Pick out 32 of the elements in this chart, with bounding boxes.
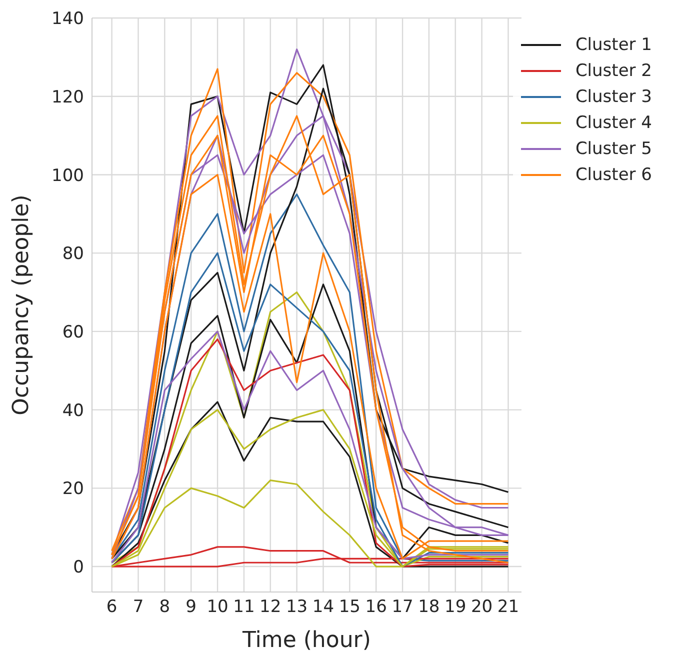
legend-label: Cluster 5 (575, 139, 652, 159)
x-tick-label: 6 (106, 597, 118, 618)
x-tick-label: 21 (497, 597, 520, 618)
legend-label: Cluster 4 (575, 113, 652, 133)
x-tick-label: 8 (159, 597, 170, 618)
x-tick-label: 11 (233, 597, 255, 618)
x-tick-label: 13 (286, 597, 308, 618)
y-tick-label: 20 (62, 479, 84, 500)
legend-label: Cluster 1 (575, 35, 652, 55)
y-axis-title: Occupancy (people) (8, 194, 34, 416)
x-tick-label: 14 (312, 597, 334, 618)
x-tick-label: 12 (260, 597, 282, 618)
x-tick-label: 18 (418, 597, 440, 618)
y-tick-label: 0 (73, 558, 84, 578)
legend-label: Cluster 6 (575, 165, 652, 185)
y-tick-label: 80 (62, 244, 84, 264)
x-tick-label: 20 (470, 597, 493, 618)
x-tick-label: 16 (365, 597, 387, 618)
x-axis-title: Time (hour) (242, 628, 371, 653)
x-tick-label: 17 (392, 597, 414, 618)
x-tick-label: 9 (186, 597, 197, 618)
legend-label: Cluster 3 (575, 87, 652, 107)
y-tick-label: 60 (62, 322, 84, 342)
y-tick-label: 100 (52, 166, 84, 186)
x-tick-label: 19 (444, 597, 466, 618)
x-tick-label: 7 (132, 597, 144, 618)
x-tick-label: 15 (338, 597, 360, 618)
y-tick-label: 40 (62, 400, 84, 421)
y-tick-label: 140 (52, 9, 84, 30)
legend-label: Cluster 2 (575, 61, 652, 81)
x-tick-label: 10 (206, 597, 228, 618)
y-tick-label: 120 (52, 87, 84, 108)
